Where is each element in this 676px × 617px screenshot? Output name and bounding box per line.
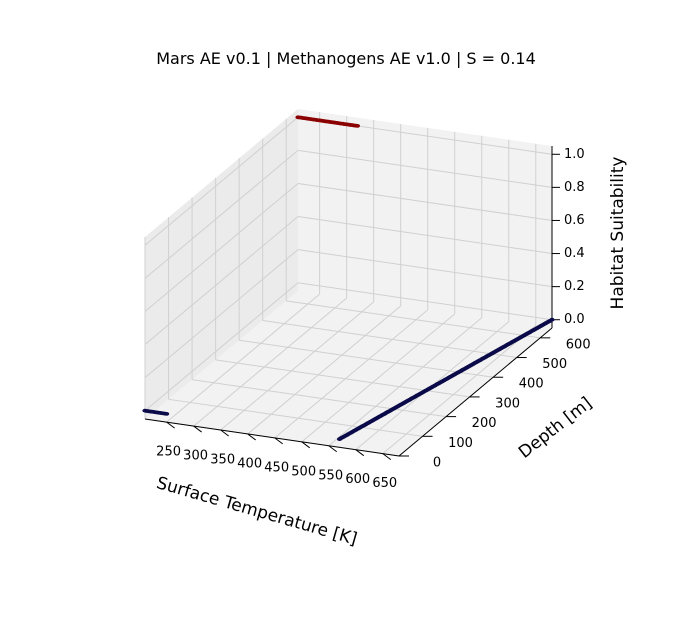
x-axis-label: Surface Temperature [K] [154, 473, 359, 549]
series-unsuitable-shallow [142, 408, 170, 416]
y-axis-label: Depth [m] [515, 393, 596, 462]
grid-line-z-left [144, 183, 299, 312]
x-tick-mark [220, 429, 229, 437]
x-tick-mark [301, 441, 311, 449]
tick-marks: 250 300 350 400 450 500 550 600 6500100200300400… [156, 147, 590, 491]
grid-line-x-floor [301, 313, 456, 443]
z-axis-label: Habitat Suitability [608, 157, 628, 310]
left-pane [145, 109, 298, 419]
data-series [142, 115, 555, 441]
x-tick-label: 350 [210, 453, 235, 468]
back-pane [298, 109, 552, 328]
x-tick-mark [247, 433, 256, 441]
z-tick-label: 0.0 [564, 312, 585, 327]
data-point [164, 412, 170, 416]
x-tick-label: 600 [345, 472, 370, 487]
y-axis-line [398, 327, 553, 457]
z-tick-label: 0.6 [564, 213, 585, 228]
grid-line-x-floor [193, 297, 347, 427]
y-tick-label: 200 [472, 416, 497, 431]
grid-line-x-floor [220, 301, 374, 431]
y-tick-label: 600 [566, 337, 591, 352]
grid-line-x-floor [247, 305, 402, 435]
grid-line-x-floor [328, 317, 483, 447]
x-tick-mark [382, 453, 392, 461]
grid-line-z-left [144, 249, 299, 379]
x-tick-label: 450 [264, 460, 289, 475]
grid-line-y-floor [286, 300, 541, 339]
grid-line-x-floor [166, 293, 320, 423]
x-tick-label: 550 [318, 468, 343, 483]
grid-line-y-floor [262, 320, 517, 359]
grid-line-y-floor [168, 398, 423, 437]
grid-line-z-back [297, 282, 553, 321]
axis-panes [145, 109, 552, 456]
series-suitable [295, 115, 360, 128]
z-tick-label: 0.4 [564, 246, 585, 261]
x-tick-mark [274, 437, 284, 445]
x-tick-label: 400 [237, 457, 262, 472]
y-tick-label: 500 [542, 357, 567, 372]
x-tick-label: 300 [183, 449, 208, 464]
grid-line-z-back [297, 182, 553, 221]
z-tick-label: 1.0 [564, 147, 585, 162]
grid-line-y-floor [239, 339, 494, 378]
grid-line-z-left [144, 116, 299, 246]
grid-line-z-left [144, 282, 299, 412]
grid-line-z-left [144, 216, 299, 345]
y-tick-label: 100 [448, 436, 473, 451]
y-tick-label: 300 [495, 396, 520, 411]
grid-line-z-back [297, 216, 553, 255]
chart-title: Mars AE v0.1 | Methanogens AE v1.0 | S =… [156, 49, 536, 68]
z-tick-label: 0.2 [564, 279, 585, 294]
grid-line-z-back [297, 249, 553, 288]
y-tick-label: 0 [433, 456, 441, 471]
data-point [549, 317, 555, 322]
grid-line-z-left [144, 149, 299, 279]
x-tick-mark [193, 425, 202, 433]
grid-line-x-floor [382, 325, 537, 455]
z-tick-label: 0.8 [564, 180, 585, 195]
x-tick-mark [328, 445, 338, 453]
data-point [354, 124, 360, 128]
floor-pane [145, 291, 552, 456]
grid-line-y-floor [192, 379, 447, 418]
series-unsuitable-deep [337, 317, 555, 441]
x-tick-label: 650 [372, 476, 397, 491]
x-tick-label: 250 [156, 445, 181, 460]
x-tick-label: 500 [291, 464, 316, 479]
grid-line-x-floor [274, 309, 429, 439]
x-tick-mark [166, 421, 175, 429]
grid-line-z-back [297, 149, 553, 188]
x-tick-mark [355, 449, 365, 457]
y-tick-label: 400 [519, 377, 544, 392]
